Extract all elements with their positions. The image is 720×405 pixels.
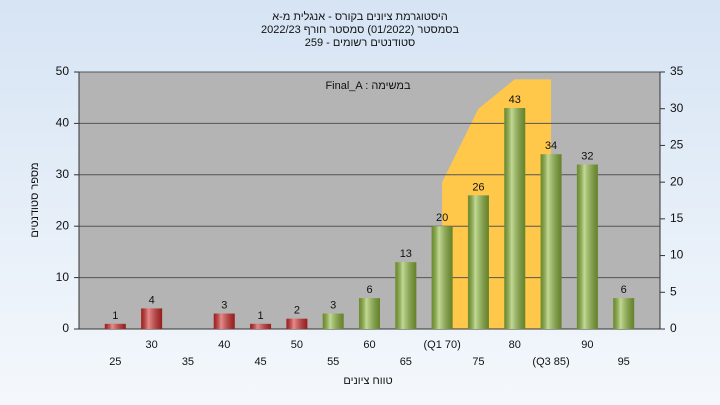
y2-tick-label: 20 bbox=[670, 174, 684, 188]
x-tick-label: 80 bbox=[509, 339, 521, 351]
x-tick-label: 55 bbox=[327, 356, 339, 368]
data-label: 13 bbox=[400, 248, 412, 260]
chart-subtitle: בסמסטר (01/2022) סמסטר חורף 2022/23 bbox=[261, 24, 459, 36]
bar-shading bbox=[141, 308, 163, 329]
y-tick-label: 20 bbox=[56, 218, 70, 232]
x-tick-label: 90 bbox=[581, 339, 593, 351]
chart-subtitle: סטודנטים רשומים - 259 bbox=[305, 37, 416, 49]
data-label: 3 bbox=[330, 299, 336, 311]
bar-shading bbox=[104, 323, 126, 329]
y2-tick-label: 0 bbox=[670, 321, 677, 335]
x-tick-label: 35 bbox=[182, 356, 194, 368]
annotation: Final_A : במשימה bbox=[325, 80, 411, 92]
x-tick-label: 65 bbox=[400, 356, 412, 368]
data-label: 3 bbox=[221, 299, 227, 311]
data-label: 43 bbox=[509, 94, 521, 106]
x-tick-label: 45 bbox=[254, 356, 266, 368]
bar-shading bbox=[576, 164, 598, 329]
data-label: 26 bbox=[472, 181, 484, 193]
bar-shading bbox=[431, 226, 453, 329]
data-label: 6 bbox=[366, 284, 372, 296]
bar-shading bbox=[504, 107, 526, 329]
bar-shading bbox=[213, 313, 235, 329]
data-label: 4 bbox=[149, 294, 155, 306]
y-tick-label: 50 bbox=[56, 64, 70, 78]
x-tick-label: (Q3 85) bbox=[532, 356, 569, 368]
y2-tick-label: 15 bbox=[670, 211, 684, 225]
data-label: 34 bbox=[545, 140, 557, 152]
y2-tick-label: 25 bbox=[670, 138, 684, 152]
data-label: 1 bbox=[258, 310, 264, 322]
x-tick-label: 50 bbox=[291, 339, 303, 351]
y-tick-label: 40 bbox=[56, 116, 70, 130]
bar-shading bbox=[467, 195, 489, 329]
y2-tick-label: 5 bbox=[670, 284, 677, 298]
y-axis-label: מספר סטודנטים bbox=[29, 162, 41, 237]
plot-area bbox=[79, 72, 660, 329]
y2-tick-label: 10 bbox=[670, 248, 684, 262]
bar-shading bbox=[395, 262, 417, 329]
data-label: 1 bbox=[112, 310, 118, 322]
x-axis-label: טווח ציונים bbox=[343, 375, 392, 387]
x-tick-label: 25 bbox=[109, 356, 121, 368]
y-tick-label: 30 bbox=[56, 167, 70, 181]
chart-title: היסטוגרמת ציונים בקורס - אנגלית מ-א bbox=[272, 10, 448, 23]
x-tick-label: 75 bbox=[472, 356, 484, 368]
bar-shading bbox=[286, 318, 308, 329]
y-tick-label: 10 bbox=[56, 270, 70, 284]
data-label: 32 bbox=[581, 150, 593, 162]
data-label: 6 bbox=[621, 284, 627, 296]
y2-tick-label: 30 bbox=[670, 101, 684, 115]
bar-shading bbox=[613, 298, 635, 329]
x-tick-label: 30 bbox=[146, 339, 158, 351]
bar-shading bbox=[540, 154, 562, 329]
x-tick-label: (Q1 70) bbox=[423, 339, 460, 351]
bar-shading bbox=[250, 323, 272, 329]
data-label: 20 bbox=[436, 212, 448, 224]
y-tick-label: 0 bbox=[62, 321, 69, 335]
bar-shading bbox=[322, 313, 344, 329]
y2-tick-label: 35 bbox=[670, 64, 684, 78]
bar-shading bbox=[359, 298, 380, 329]
data-label: 2 bbox=[294, 305, 300, 317]
x-tick-label: 60 bbox=[363, 339, 375, 351]
x-tick-label: 95 bbox=[618, 356, 630, 368]
x-tick-label: 40 bbox=[218, 339, 230, 351]
